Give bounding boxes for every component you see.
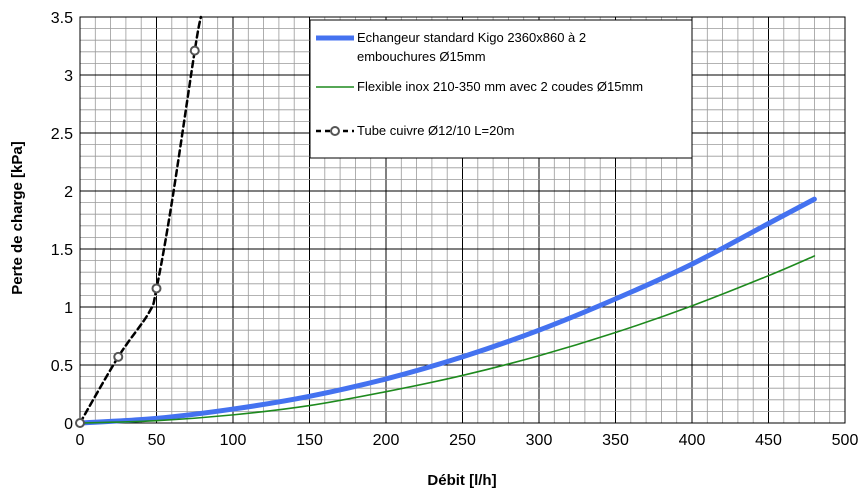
plot-area-frame xyxy=(79,16,846,424)
x-tick-label: 250 xyxy=(449,432,476,449)
y-tick-label: 2 xyxy=(64,184,73,201)
y-tick-label: 3.5 xyxy=(51,10,73,27)
y-tick-label: 2.5 xyxy=(51,126,73,143)
series-line-2 xyxy=(79,255,816,424)
x-tick-label: 350 xyxy=(602,432,629,449)
legend-marker-3 xyxy=(330,126,340,136)
y-tick-label: 0.5 xyxy=(51,358,73,375)
x-tick-label: 150 xyxy=(296,432,323,449)
y-tick-labels: 0 0.5 1 1.5 2 2.5 3 3.5 xyxy=(51,10,73,433)
series-marker-3 xyxy=(189,45,200,56)
x-axis-title: Débit [l/h] xyxy=(427,472,496,489)
series-line-1 xyxy=(77,196,817,426)
x-tick-label: 100 xyxy=(220,432,247,449)
x-tick-label: 200 xyxy=(373,432,400,449)
legend-items: Echangeur standard Kigo 2360x860 à 2 embo… xyxy=(316,30,643,138)
legend-label-3: Tube cuivre Ø12/10 L=20m xyxy=(357,123,514,138)
series-marker-3 xyxy=(151,283,162,294)
series-markers xyxy=(75,45,200,428)
x-tick-labels: 0 50 100 150 200 250 300 350 400 450 500 xyxy=(76,432,859,449)
x-tick-label: 450 xyxy=(755,432,782,449)
legend-label-1: Echangeur standard Kigo 2360x860 à 2 xyxy=(357,30,586,45)
x-tick-label: 50 xyxy=(148,432,166,449)
y-tick-label: 1.5 xyxy=(51,242,73,259)
x-tick-label: 300 xyxy=(526,432,553,449)
legend-label-2: Flexible inox 210-350 mm avec 2 coudes Ø… xyxy=(357,79,643,94)
y-tick-label: 3 xyxy=(64,68,73,85)
x-tick-label: 500 xyxy=(832,432,859,449)
y-axis-title: Perte de charge [kPa] xyxy=(9,141,26,294)
y-tick-label: 0 xyxy=(64,416,73,433)
legend-label-1: embouchures Ø15mm xyxy=(357,49,486,64)
x-tick-label: 400 xyxy=(679,432,706,449)
series-marker-3 xyxy=(113,351,124,362)
y-tick-label: 1 xyxy=(64,300,73,317)
legend: Echangeur standard Kigo 2360x860 à 2 embo… xyxy=(309,19,693,159)
series-marker-3 xyxy=(75,418,85,428)
x-tick-label: 0 xyxy=(76,432,85,449)
legend-box xyxy=(309,19,693,159)
